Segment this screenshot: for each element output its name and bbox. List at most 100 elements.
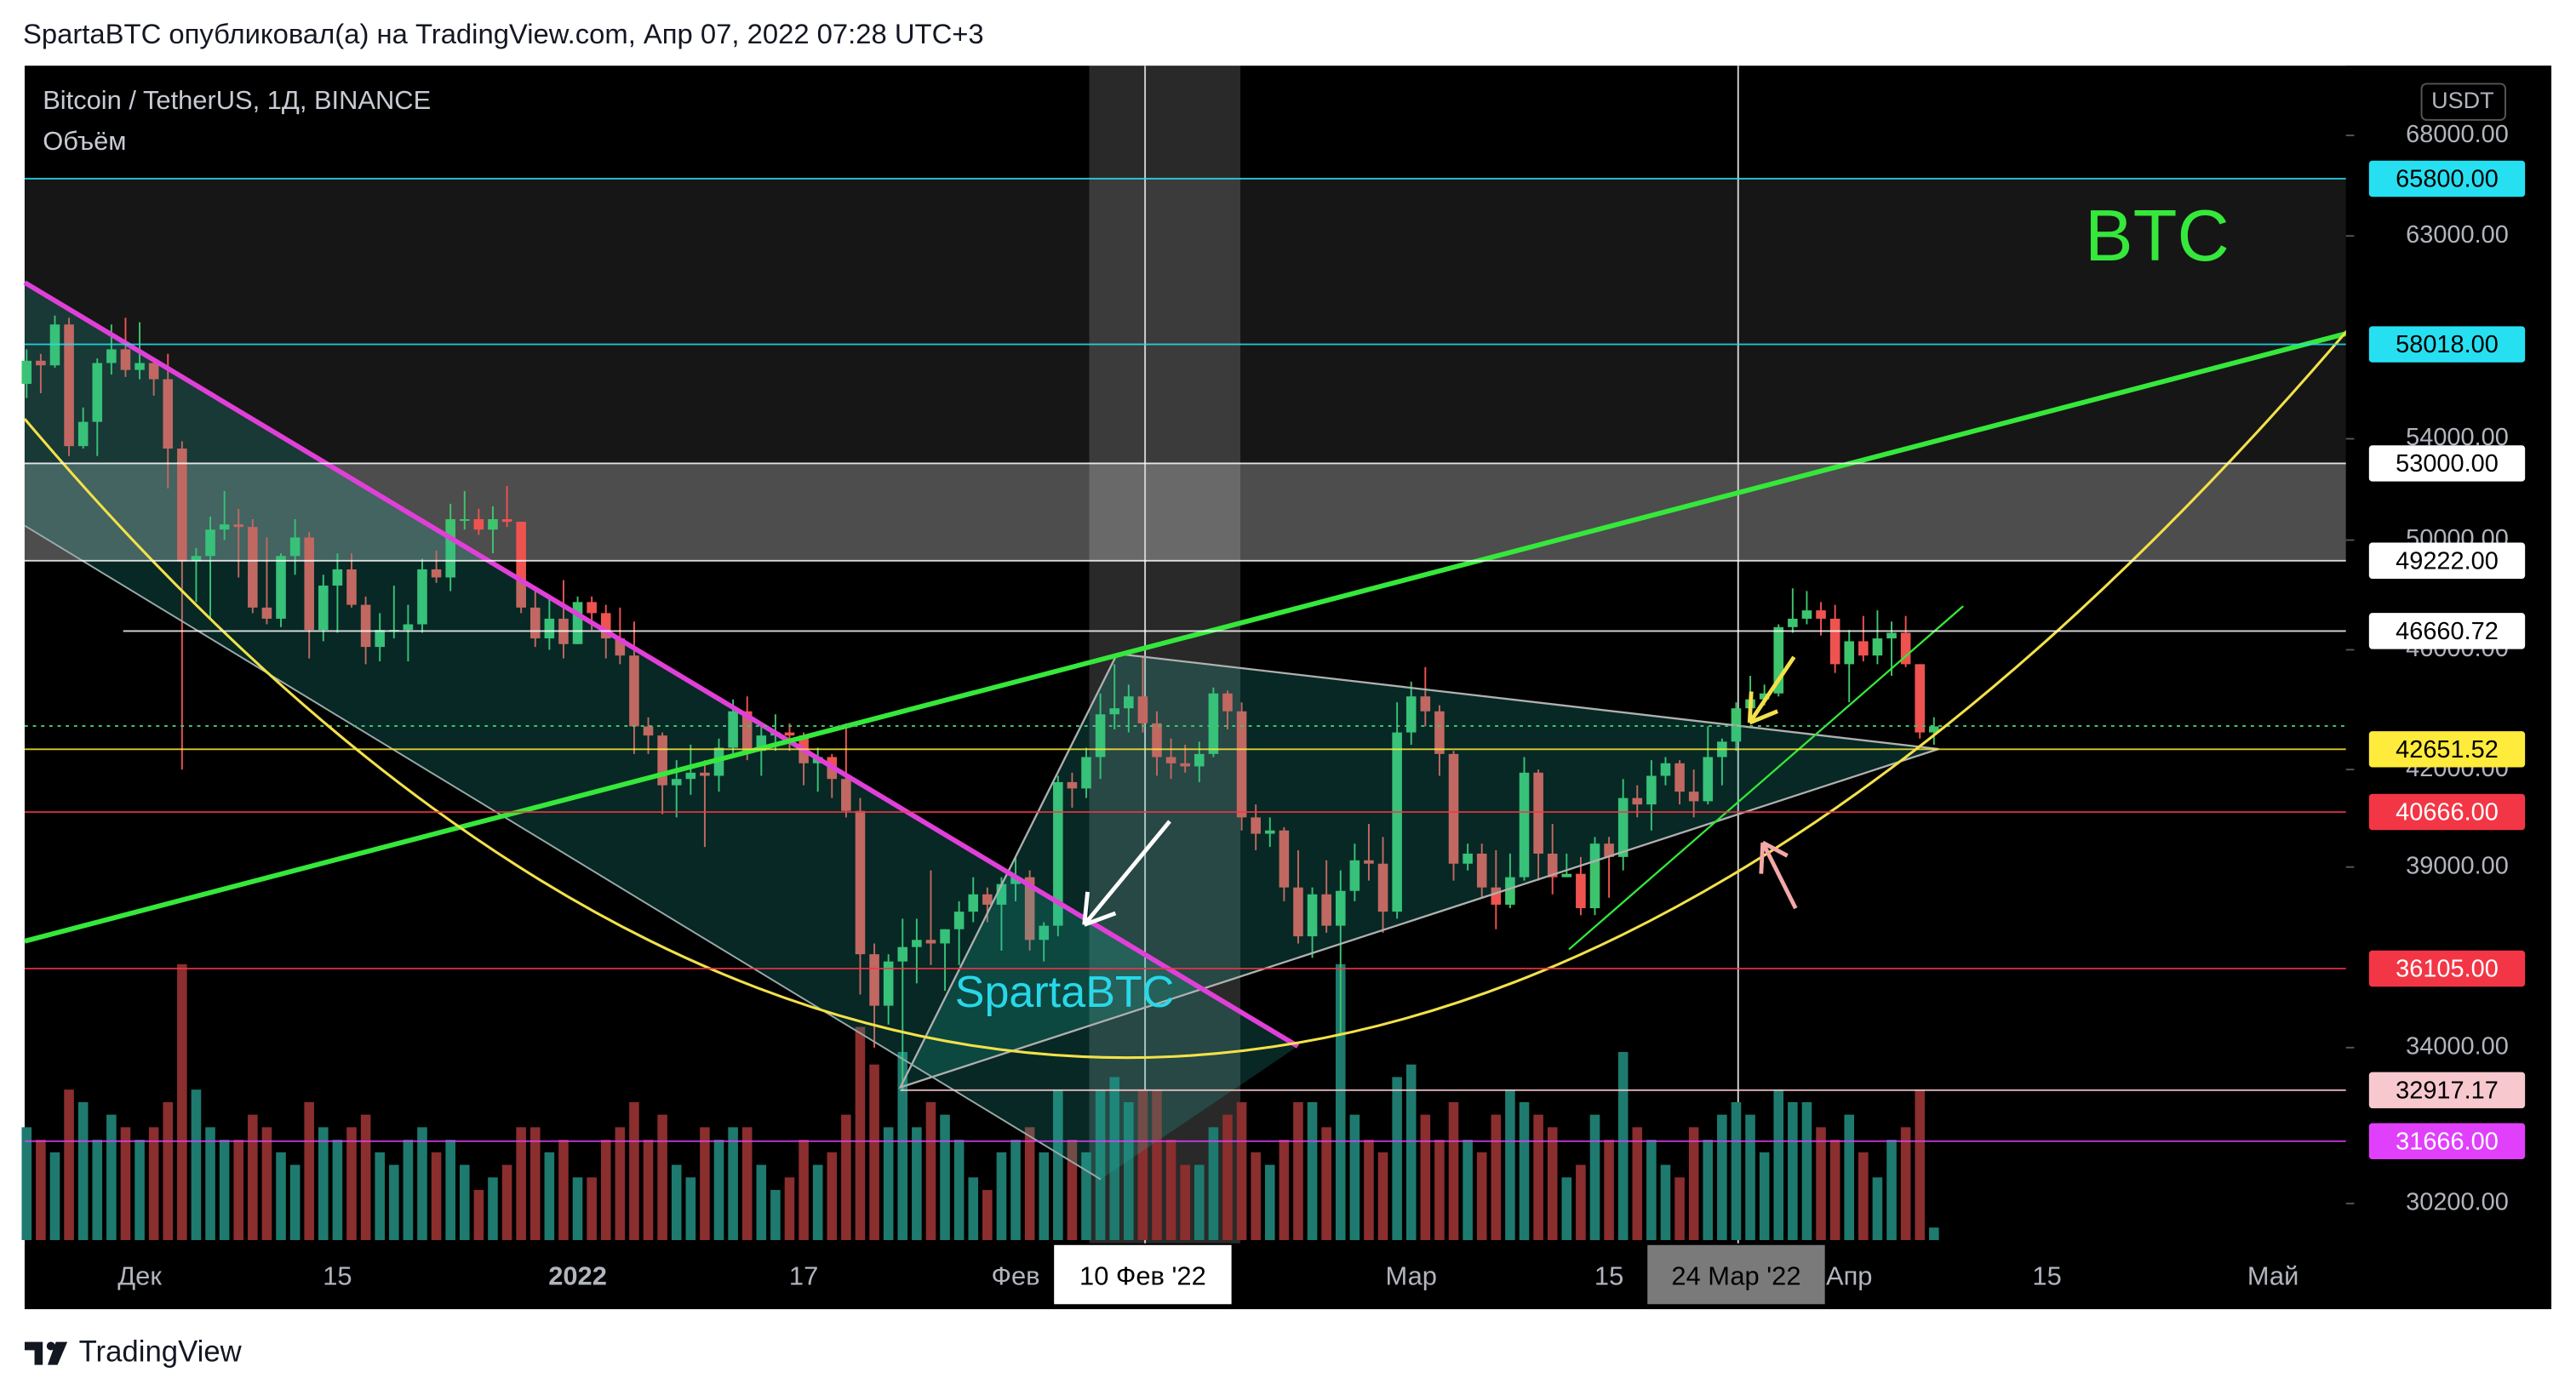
candle-body (1081, 757, 1091, 789)
candle-body (1589, 843, 1600, 909)
volume-bar (205, 1127, 215, 1241)
x-tick-label: 15 (323, 1261, 352, 1291)
volume-bar (713, 1140, 724, 1241)
volume-bar (1165, 1140, 1176, 1241)
volume-bar (445, 1140, 455, 1241)
volume-bar (120, 1127, 131, 1241)
volume-bar (177, 963, 187, 1241)
volume-bar (1405, 1064, 1417, 1241)
volume-bar (403, 1140, 414, 1241)
candle-body (1180, 763, 1190, 767)
candle-body (1915, 664, 1925, 733)
candle-body (431, 569, 442, 578)
volume-bar (135, 1140, 145, 1241)
level-box (2368, 445, 2526, 482)
candle-body (1547, 853, 1558, 878)
candle-body (1335, 890, 1346, 926)
candle-body (1703, 757, 1714, 802)
volume-bar (1900, 1127, 1911, 1241)
level-label: 32917.17 (2396, 1077, 2499, 1104)
volume-bar (1505, 1089, 1515, 1241)
candle-body (191, 556, 202, 562)
volume-bar (1335, 963, 1346, 1241)
volume-bar (629, 1101, 639, 1241)
candle-body (1816, 610, 1826, 619)
candle-body (219, 524, 230, 530)
volume-bar (304, 1101, 314, 1241)
candle-body (615, 638, 626, 656)
arrow (1747, 655, 1796, 725)
x-tick-label: Дек (117, 1261, 162, 1291)
volume-bar (897, 1051, 908, 1241)
candle-body (21, 360, 32, 385)
date-highlight (1054, 1244, 1232, 1305)
arc (23, 307, 2367, 1060)
candle-body (1604, 843, 1614, 857)
candle-body (1886, 632, 1897, 639)
zone (24, 177, 2346, 464)
level-box (2368, 613, 2526, 649)
candle-body (1491, 887, 1502, 905)
date-highlight-label: 10 Фев '22 (1079, 1261, 1206, 1291)
candle-body (1109, 708, 1119, 715)
volume-bar (1703, 1140, 1714, 1241)
volume-bar (1448, 1101, 1459, 1241)
volume-bar (1307, 1101, 1318, 1241)
price-scale (2345, 66, 2552, 1243)
volume-bar (587, 1177, 597, 1241)
volume-bar (1364, 1140, 1374, 1241)
volume-bar (516, 1127, 526, 1241)
volume-bar (1745, 1114, 1755, 1241)
level-box (2368, 731, 2526, 768)
volume-bar (106, 1114, 117, 1241)
candle-body (912, 940, 922, 947)
volume-bar (1476, 1152, 1487, 1241)
candle-body (1264, 830, 1275, 834)
volume-bar (1660, 1164, 1671, 1241)
volume-bar (572, 1177, 583, 1241)
candle-body (700, 772, 710, 776)
volume-bar (1251, 1152, 1261, 1241)
candle-body (587, 602, 597, 614)
volume-bar (1759, 1152, 1770, 1241)
candle-body (36, 360, 46, 366)
volume-bar (1067, 1140, 1078, 1241)
volume-bar (473, 1190, 484, 1241)
level-label: 58018.00 (2396, 331, 2499, 358)
volume-bar (953, 1140, 965, 1241)
volume-bar (148, 1127, 159, 1241)
date-highlight (1647, 1244, 1825, 1305)
candle-body (544, 618, 555, 639)
publisher-line: SpartaBTC опубликовал(а) на TradingView.… (23, 18, 984, 49)
volume-bar (248, 1114, 258, 1241)
logo-part (46, 1341, 55, 1351)
volume-bar (1109, 1077, 1119, 1241)
candle-body (530, 607, 541, 639)
volume-bar (389, 1164, 399, 1241)
candle-body (1053, 781, 1063, 926)
candle-body (1208, 693, 1219, 754)
volume-bar (318, 1127, 329, 1241)
volume-bar (996, 1152, 1007, 1241)
candle-body (1293, 887, 1303, 937)
volume-bar (1773, 1089, 1784, 1241)
x-tick-label: 17 (789, 1261, 818, 1291)
level-box (2368, 160, 2526, 197)
candle-body (671, 779, 682, 786)
volume-bar (1377, 1152, 1388, 1241)
candle-body (1095, 714, 1106, 758)
candle-body (1251, 817, 1261, 834)
candle-body (1632, 798, 1643, 805)
level-label: 40666.00 (2396, 799, 2499, 826)
volume-bar (968, 1177, 979, 1241)
volume-bar (1053, 1089, 1063, 1241)
volume-bar (1617, 1051, 1629, 1241)
candle-body (1364, 860, 1374, 864)
volume-bar (36, 1140, 46, 1241)
volume-bar (1915, 1089, 1925, 1241)
candle-body (1576, 873, 1586, 909)
trend-line (24, 326, 2367, 944)
volume-bar (544, 1152, 555, 1241)
candle-body (1829, 618, 1840, 665)
candle-body (1165, 757, 1176, 763)
